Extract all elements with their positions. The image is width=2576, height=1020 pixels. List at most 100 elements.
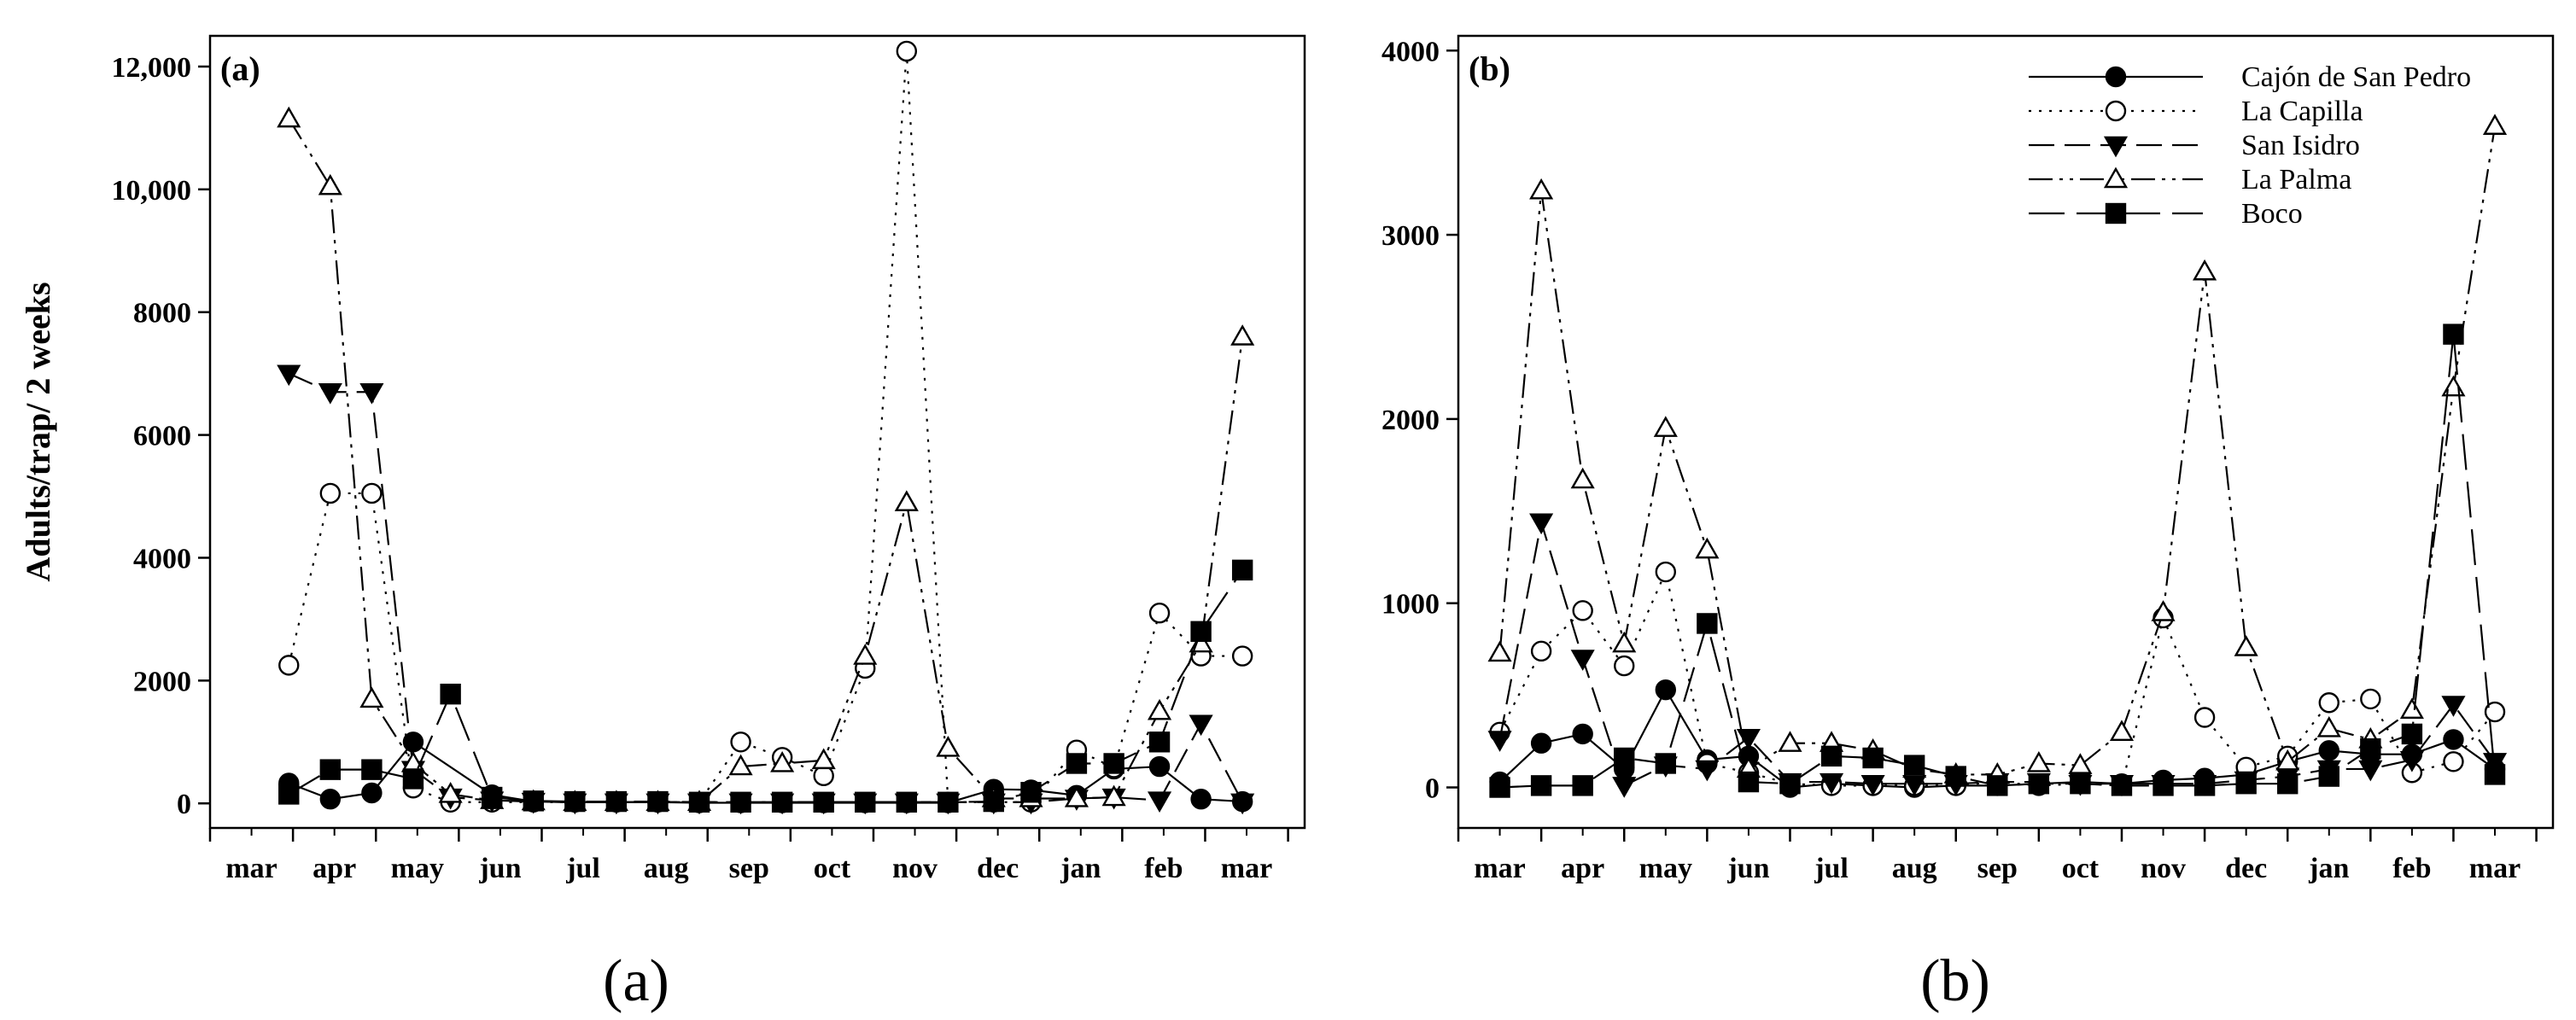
data-point: [1101, 784, 1126, 807]
data-point: [813, 765, 834, 787]
x-tick-label: mar: [1221, 853, 1272, 884]
x-tick-label: jan: [2308, 853, 2349, 884]
data-point: [402, 768, 424, 790]
y-tick-label: 4000: [1381, 36, 1440, 67]
data-point: [811, 748, 836, 770]
data-point: [361, 782, 383, 804]
data-point: [359, 686, 384, 708]
data-point: [1987, 775, 2008, 796]
data-point: [440, 683, 461, 705]
data-point: [2028, 773, 2050, 795]
data-point: [1066, 753, 1088, 774]
data-point: [1529, 178, 1554, 200]
x-tick-label: aug: [1892, 853, 1937, 884]
series-2: [278, 40, 1253, 813]
data-point: [2026, 751, 2051, 772]
data-point: [2441, 375, 2466, 397]
legend-marker: [2103, 136, 2129, 158]
data-point: [1695, 537, 1720, 559]
data-point: [2277, 773, 2299, 795]
caption-a: (a): [603, 948, 669, 1014]
data-point: [1653, 416, 1678, 437]
legend-label: Boco: [2241, 198, 2303, 230]
legend-marker: [2103, 166, 2129, 189]
data-point: [2443, 751, 2464, 772]
data-point: [438, 782, 463, 803]
y-tick-label: 0: [177, 789, 191, 820]
data-point: [319, 759, 342, 780]
data-point: [605, 790, 628, 813]
chart-panel-a: 0 2000 4000 6000 8000 10,000 12,000 mar apr may ju…: [19, 34, 1306, 884]
x-tick-label: sep: [1977, 853, 2018, 884]
x-tick-label: sep: [729, 853, 769, 884]
data-point: [853, 644, 878, 665]
panel-label: (a): [220, 50, 260, 88]
data-point: [2399, 750, 2424, 772]
data-point: [1487, 640, 1512, 662]
data-point: [2153, 775, 2174, 796]
data-point: [1695, 760, 1720, 782]
data-point: [1655, 561, 1677, 583]
series-5: [1489, 323, 2506, 798]
data-point: [894, 490, 919, 511]
data-point: [1530, 775, 1552, 796]
x-tick-label: jan: [1060, 853, 1101, 884]
data-point: [1148, 755, 1171, 778]
data-point: [2358, 760, 2383, 782]
data-point: [1489, 777, 1510, 798]
plot-frame: [208, 34, 1306, 830]
x-tick-label: may: [1639, 853, 1692, 884]
data-point: [1655, 753, 1677, 774]
data-point: [855, 791, 876, 813]
data-point: [318, 383, 342, 405]
data-point: [896, 791, 918, 813]
data-point: [1779, 773, 1801, 795]
data-point: [2401, 723, 2423, 745]
y-tick-label: 2000: [133, 666, 191, 697]
data-point: [1231, 559, 1253, 581]
y-tick-label: 6000: [133, 421, 191, 452]
y-tick-label: 3000: [1381, 220, 1440, 252]
data-point: [1572, 600, 1593, 621]
data-point: [1903, 755, 1925, 776]
x-tick-label: nov: [2141, 853, 2186, 884]
data-point: [1945, 766, 1966, 787]
x-tick-label: aug: [644, 853, 689, 884]
y-tick-label: 2000: [1381, 405, 1440, 436]
data-point: [319, 482, 342, 504]
data-point: [2482, 114, 2508, 135]
legend-label: La Palma: [2241, 164, 2351, 195]
data-point: [1572, 723, 1593, 745]
data-point: [2360, 688, 2381, 710]
data-point: [1860, 775, 1885, 796]
data-point: [1570, 650, 1595, 671]
data-point: [1020, 782, 1042, 803]
x-tick-label: jun: [478, 853, 521, 884]
series-4: [1487, 114, 2508, 784]
data-point: [319, 788, 342, 810]
x-tick-label: mar: [1474, 853, 1525, 884]
data-point: [688, 791, 710, 813]
x-tick-label: mar: [2469, 853, 2521, 884]
x-tick-label: jun: [1726, 853, 1769, 884]
data-point: [523, 790, 544, 812]
data-point: [2070, 773, 2091, 795]
data-point: [1148, 603, 1171, 624]
data-point: [2193, 707, 2216, 728]
series-5: [278, 559, 1253, 813]
data-point: [277, 364, 301, 387]
data-point: [361, 482, 383, 504]
data-point: [936, 736, 961, 757]
plot-frame: [1457, 34, 2555, 830]
panel-label: (b): [1469, 50, 1510, 88]
y-tick-label: 8000: [133, 298, 191, 329]
data-point: [896, 40, 918, 62]
y-tick-label: 10,000: [112, 175, 192, 207]
x-tick-label: dec: [977, 853, 1019, 884]
data-point: [813, 791, 834, 813]
data-point: [2235, 773, 2257, 795]
x-tick-label: jul: [1814, 853, 1849, 884]
x-tick-label: jul: [565, 853, 600, 884]
